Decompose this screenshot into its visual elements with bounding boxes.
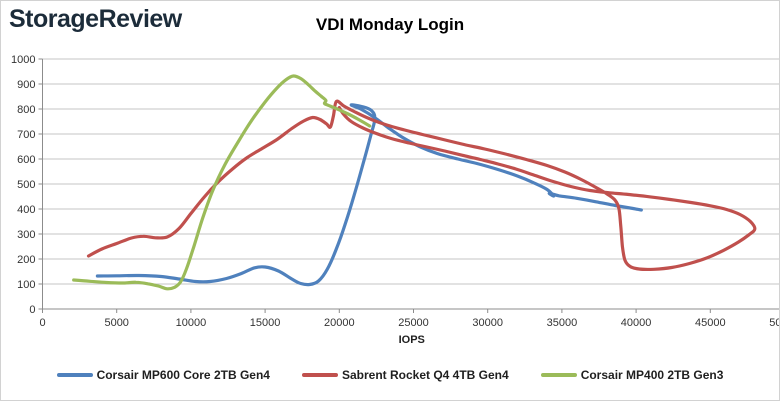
legend-line-swatch-green bbox=[540, 373, 577, 377]
y-tick-label: 1000 bbox=[11, 54, 35, 66]
x-tick-label: 40000 bbox=[621, 317, 652, 329]
y-tick-label: 700 bbox=[17, 129, 35, 141]
x-tick-label: 35000 bbox=[547, 317, 578, 329]
chart-legend: Corsair MP600 Core 2TB Gen4 Sabrent Rock… bbox=[1, 363, 779, 387]
y-tick-label: 500 bbox=[17, 179, 35, 191]
x-tick-label: 5000 bbox=[104, 317, 128, 329]
x-tick-label: 25000 bbox=[398, 317, 429, 329]
x-tick-label: 0 bbox=[39, 317, 45, 329]
chart-title: VDI Monday Login bbox=[315, 15, 465, 34]
y-tick-label: 600 bbox=[17, 154, 35, 166]
legend-label: Corsair MP400 2TB Gen3 bbox=[580, 368, 724, 382]
y-tick-label: 200 bbox=[17, 254, 35, 266]
series-line-2 bbox=[72, 74, 372, 291]
y-tick-label: 900 bbox=[17, 79, 35, 91]
legend-line-swatch-blue bbox=[56, 373, 93, 377]
y-tick-label: 0 bbox=[29, 304, 35, 316]
x-axis-label: IOPS bbox=[399, 334, 425, 346]
y-tick-label: 400 bbox=[17, 204, 35, 216]
legend-item-sabrent-rocket: Sabrent Rocket Q4 4TB Gen4 bbox=[301, 368, 509, 382]
legend-line-swatch-red bbox=[301, 373, 338, 377]
x-tick-label: 45000 bbox=[695, 317, 726, 329]
x-tick-label: 20000 bbox=[324, 317, 355, 329]
storagereview-logo: StorageReview bbox=[9, 5, 182, 33]
legend-item-corsair-mp600: Corsair MP600 Core 2TB Gen4 bbox=[56, 368, 270, 382]
series-line-0 bbox=[95, 103, 643, 287]
y-tick-label: 300 bbox=[17, 229, 35, 241]
x-tick-label: 10000 bbox=[176, 317, 207, 329]
x-tick-label: 30000 bbox=[472, 317, 503, 329]
legend-label: Corsair MP600 Core 2TB Gen4 bbox=[96, 368, 270, 382]
x-tick-label: 50000 bbox=[769, 317, 780, 329]
legend-label: Sabrent Rocket Q4 4TB Gen4 bbox=[341, 368, 509, 382]
x-tick-label: 15000 bbox=[250, 317, 281, 329]
y-tick-label: 100 bbox=[17, 279, 35, 291]
series-line-1 bbox=[86, 99, 757, 272]
y-tick-label: 800 bbox=[17, 104, 35, 116]
legend-item-corsair-mp400: Corsair MP400 2TB Gen3 bbox=[540, 368, 724, 382]
